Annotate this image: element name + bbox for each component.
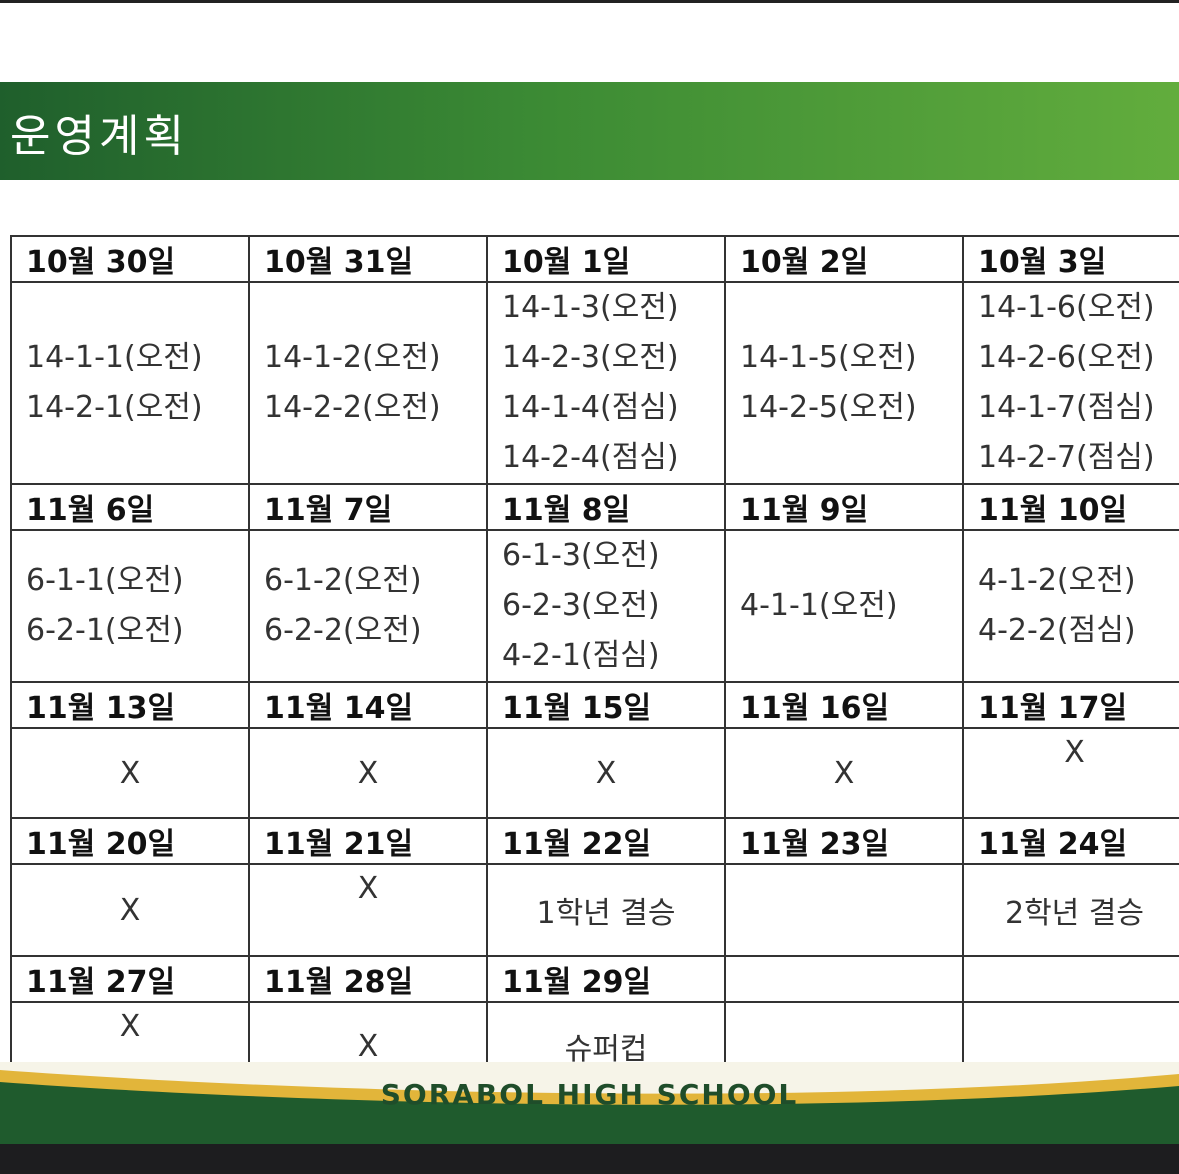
date-cell: 11월 24일: [962, 817, 1179, 865]
date-cell: 10월 3일: [962, 235, 1179, 283]
date-cell: 11월 7일: [248, 483, 488, 531]
schedule-cell: 6-1-2(오전) 6-2-2(오전): [248, 529, 488, 683]
session-entry: 6-1-2(오전): [264, 563, 422, 598]
session-entry: 14-1-6(오전): [978, 290, 1155, 325]
bottom-bar: [0, 1144, 1179, 1174]
schedule-cell: 1학년 결승: [486, 863, 726, 957]
date-cell: 11월 9일: [724, 483, 964, 531]
date-cell: 11월 23일: [724, 817, 964, 865]
session-entry: 14-1-2(오전): [264, 340, 441, 375]
session-entry: 4-2-2(점심): [978, 613, 1136, 648]
session-entry: 14-2-1(오전): [26, 390, 203, 425]
date-row: 11월 20일 11월 21일 11월 22일 11월 23일 11월 24일: [10, 817, 1179, 865]
session-entry: 14-2-4(점심): [502, 440, 679, 475]
date-cell: 11월 20일: [10, 817, 250, 865]
title-bar: 운영계획: [0, 82, 1179, 180]
date-cell: 11월 21일: [248, 817, 488, 865]
schedule-cell: X: [248, 863, 488, 957]
session-entry: 4-2-1(점심): [502, 638, 660, 673]
schedule-cell: 4-1-2(오전) 4-2-2(점심): [962, 529, 1179, 683]
schedule-cell: 4-1-1(오전): [724, 529, 964, 683]
date-cell: 10월 30일: [10, 235, 250, 283]
schedule-cell: X: [10, 863, 250, 957]
date-row: 11월 13일 11월 14일 11월 15일 11월 16일 11월 17일: [10, 681, 1179, 729]
session-entry: 14-1-7(점심): [978, 390, 1155, 425]
schedule-cell: X: [248, 727, 488, 819]
page-title: 운영계획: [10, 111, 188, 162]
schedule-row: 14-1-1(오전) 14-2-1(오전) 14-1-2(오전) 14-2-2(…: [10, 281, 1179, 485]
date-cell: 11월 22일: [486, 817, 726, 865]
date-cell: 10월 31일: [248, 235, 488, 283]
session-entry: 6-2-3(오전): [502, 588, 660, 623]
footer-wave-graphic: [0, 1062, 1179, 1144]
footer-banner: SORABOL HIGH SCHOOL: [0, 1062, 1179, 1144]
session-entry: 14-2-5(오전): [740, 390, 917, 425]
schedule-cell: 2학년 결승: [962, 863, 1179, 957]
schedule-cell: [724, 863, 964, 957]
date-cell: 11월 27일: [10, 955, 250, 1003]
date-cell: 10월 2일: [724, 235, 964, 283]
schedule-table: 10월 30일 10월 31일 10월 1일 10월 2일 10월 3일 14-…: [10, 235, 1179, 1091]
school-name: SORABOL HIGH SCHOOL: [380, 1078, 799, 1111]
session-entry: 6-2-1(오전): [26, 613, 184, 648]
schedule-cell: 14-1-6(오전) 14-2-6(오전) 14-1-7(점심) 14-2-7(…: [962, 281, 1179, 485]
schedule-cell: X: [724, 727, 964, 819]
schedule-cell: 6-1-1(오전) 6-2-1(오전): [10, 529, 250, 683]
date-cell: 11월 14일: [248, 681, 488, 729]
session-entry: 14-2-6(오전): [978, 340, 1155, 375]
session-entry: 14-1-5(오전): [740, 340, 917, 375]
schedule-row: X X X X X: [10, 727, 1179, 819]
date-cell: 11월 6일: [10, 483, 250, 531]
session-entry: 14-1-4(점심): [502, 390, 679, 425]
session-entry: 4-1-1(오전): [740, 588, 898, 623]
date-cell: 11월 28일: [248, 955, 488, 1003]
schedule-cell: 14-1-1(오전) 14-2-1(오전): [10, 281, 250, 485]
schedule-cell: 14-1-2(오전) 14-2-2(오전): [248, 281, 488, 485]
date-cell: 11월 15일: [486, 681, 726, 729]
schedule-cell: 14-1-5(오전) 14-2-5(오전): [724, 281, 964, 485]
date-cell: [962, 955, 1179, 1003]
schedule-cell: X: [486, 727, 726, 819]
schedule-row: X X 1학년 결승 2학년 결승: [10, 863, 1179, 957]
top-rule: [0, 0, 1179, 3]
session-entry: 14-1-3(오전): [502, 290, 679, 325]
schedule-cell: X: [962, 727, 1179, 819]
date-cell: 11월 10일: [962, 483, 1179, 531]
date-cell: [724, 955, 964, 1003]
date-row: 11월 6일 11월 7일 11월 8일 11월 9일 11월 10일: [10, 483, 1179, 531]
session-entry: 6-1-1(오전): [26, 563, 184, 598]
date-row: 10월 30일 10월 31일 10월 1일 10월 2일 10월 3일: [10, 235, 1179, 283]
session-entry: 6-2-2(오전): [264, 613, 422, 648]
schedule-cell: X: [10, 727, 250, 819]
date-cell: 11월 16일: [724, 681, 964, 729]
date-row: 11월 27일 11월 28일 11월 29일: [10, 955, 1179, 1003]
date-cell: 10월 1일: [486, 235, 726, 283]
schedule-row: 6-1-1(오전) 6-2-1(오전) 6-1-2(오전) 6-2-2(오전) …: [10, 529, 1179, 683]
date-cell: 11월 17일: [962, 681, 1179, 729]
session-entry: 14-2-3(오전): [502, 340, 679, 375]
session-entry: 6-1-3(오전): [502, 538, 660, 573]
schedule-cell: 14-1-3(오전) 14-2-3(오전) 14-1-4(점심) 14-2-4(…: [486, 281, 726, 485]
session-entry: 14-2-2(오전): [264, 390, 441, 425]
date-cell: 11월 29일: [486, 955, 726, 1003]
schedule-cell: 6-1-3(오전) 6-2-3(오전) 4-2-1(점심): [486, 529, 726, 683]
session-entry: 14-1-1(오전): [26, 340, 203, 375]
date-cell: 11월 8일: [486, 483, 726, 531]
date-cell: 11월 13일: [10, 681, 250, 729]
session-entry: 4-1-2(오전): [978, 563, 1136, 598]
session-entry: 14-2-7(점심): [978, 440, 1155, 475]
